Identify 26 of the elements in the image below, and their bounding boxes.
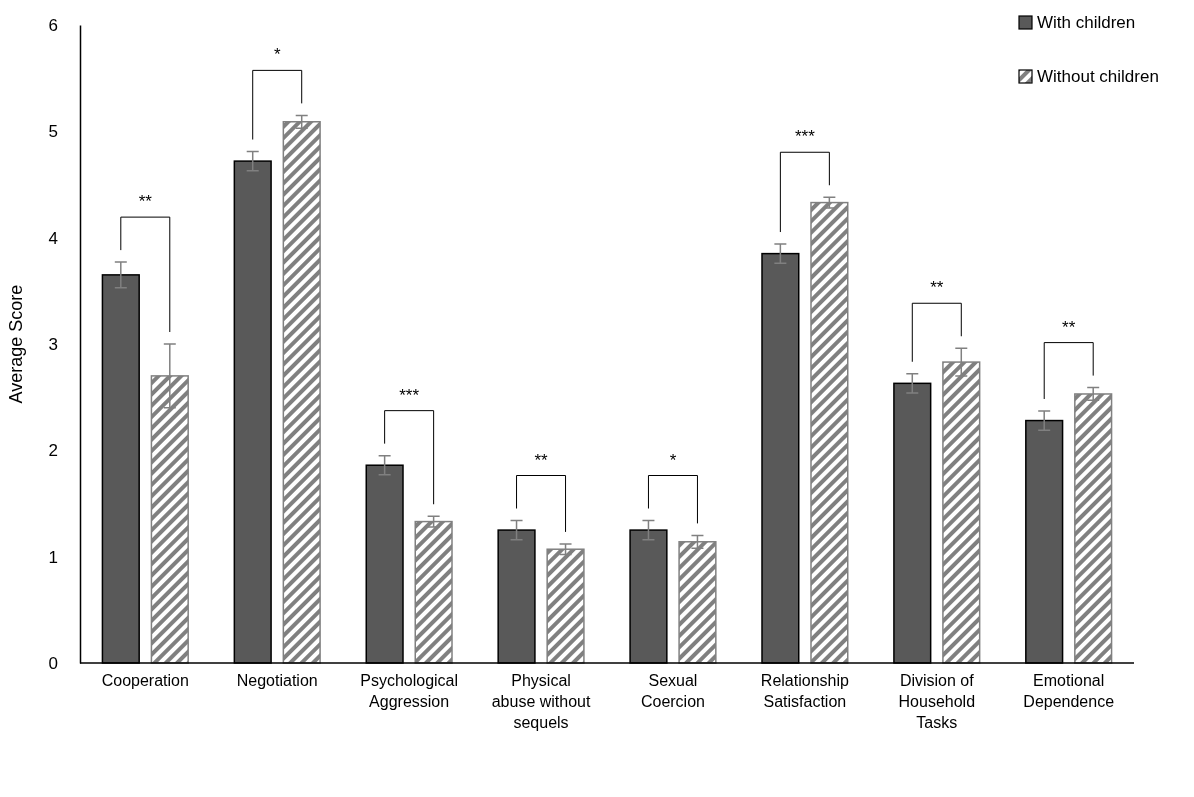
- legend-label: Without children: [1037, 67, 1159, 86]
- annotation: **: [138, 192, 153, 212]
- x-tick-label: Relationship Satisfaction: [760, 672, 849, 711]
- x-tick-label: Negotiation: [236, 672, 318, 690]
- annotation: ***: [399, 385, 420, 405]
- x-tick-label: Division of Household Tasks: [898, 672, 976, 731]
- y-tick-label: 3: [48, 334, 58, 354]
- annotation: *: [273, 45, 281, 65]
- x-tick-label: Sexual Coercion: [640, 672, 705, 711]
- annotation: **: [1062, 317, 1076, 337]
- y-tick-label: 5: [48, 122, 58, 142]
- x-tick-label: Psychological Aggression: [360, 672, 459, 711]
- annotation: *: [669, 450, 677, 470]
- annotation: **: [930, 278, 944, 298]
- y-tick-label: 1: [48, 547, 58, 567]
- y-axis-title: Average Score: [6, 284, 26, 404]
- legend-label: With children: [1037, 13, 1136, 32]
- y-tick-label: 2: [48, 441, 58, 461]
- annotation: **: [534, 450, 549, 470]
- x-tick-label: Physical abuse without sequels: [491, 672, 591, 731]
- y-tick-label: 6: [48, 15, 58, 35]
- y-tick-label: 0: [48, 653, 58, 673]
- annotation: ***: [794, 127, 816, 147]
- y-tick-label: 4: [48, 228, 58, 248]
- x-tick-label: Emotional Dependence: [1023, 672, 1115, 711]
- x-tick-label: Cooperation: [101, 672, 189, 690]
